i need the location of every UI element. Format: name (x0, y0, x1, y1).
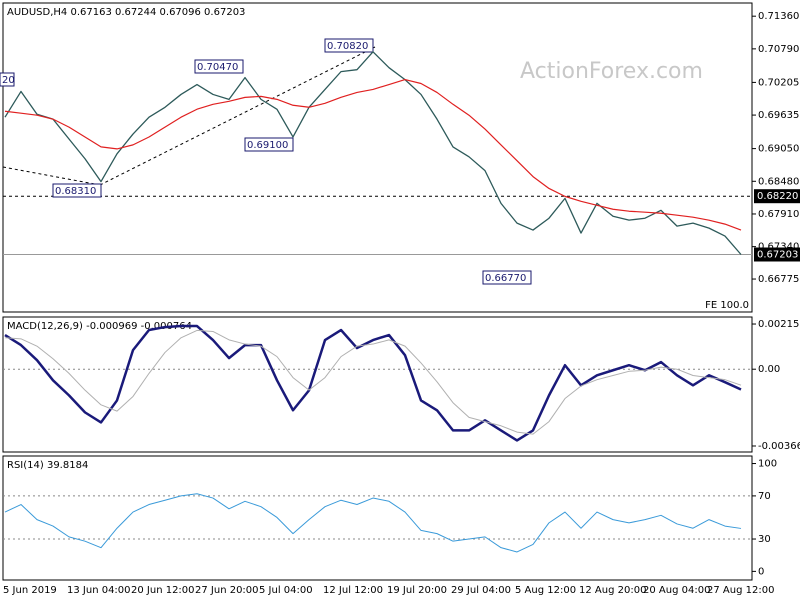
panel-title: AUDUSD,H4 0.67163 0.67244 0.67096 0.6720… (7, 7, 245, 18)
price-annotation: 0.66770 (485, 273, 526, 284)
panel-note: FE 100.0 (705, 300, 749, 311)
x-tick-label: 12 Jul 12:00 (323, 585, 383, 596)
price-annotation-box (0, 72, 15, 87)
series-line (4, 493, 742, 553)
y-tick-label: 70 (758, 491, 771, 502)
x-tick-label: 5 Jun 2019 (3, 585, 57, 596)
x-tick-label: 5 Aug 12:00 (515, 585, 576, 596)
y-tick-label: 0.69050 (758, 144, 799, 155)
watermark: ActionForex.com (520, 59, 703, 84)
series-line (4, 324, 742, 442)
x-tick-label: 20 Jun 12:00 (131, 585, 195, 596)
price-annotation-box (194, 59, 244, 74)
panel-title: MACD(12,26,9) -0.000969 -0.000764 (7, 321, 192, 332)
price-annotation: 0.70470 (197, 62, 238, 73)
price-annotation: 0.68310 (55, 186, 96, 197)
price-panel (2, 2, 753, 313)
level-label: 0.67203 (757, 249, 798, 260)
y-tick-label: 0.70790 (758, 44, 799, 55)
trend-line (2, 166, 101, 186)
price-annotation-box (52, 183, 102, 198)
price-annotation-box (324, 38, 374, 53)
series-line (4, 329, 742, 435)
level-tag (754, 189, 800, 204)
rsi-panel (2, 455, 753, 581)
x-tick-label: 5 Jul 04:00 (259, 585, 313, 596)
series-line (4, 51, 742, 255)
y-tick-label: 0.70205 (758, 77, 799, 88)
x-tick-label: 12 Aug 20:00 (579, 585, 646, 596)
x-tick-label: 27 Aug 12:00 (707, 585, 774, 596)
x-tick-label: 19 Jul 20:00 (387, 585, 447, 596)
price-annotation: 0.70820 (327, 41, 368, 52)
panel-title: RSI(14) 39.8184 (7, 460, 88, 471)
price-annotation-box (244, 137, 294, 152)
y-tick-label: 0.00 (758, 364, 780, 375)
x-tick-label: 13 Jun 04:00 (67, 585, 131, 596)
y-tick-label: 0.69635 (758, 110, 799, 121)
x-tick-label: 20 Aug 04:00 (643, 585, 710, 596)
y-tick-label: 0.68480 (758, 176, 799, 187)
level-tag (754, 247, 800, 262)
y-tick-label: 30 (758, 534, 771, 545)
y-tick-label: 0.66775 (758, 274, 799, 285)
x-tick-label: 29 Jul 04:00 (451, 585, 511, 596)
y-tick-label: -0.003664 (758, 441, 800, 452)
x-tick-label: 27 Jun 20:00 (195, 585, 259, 596)
y-tick-label: 100 (758, 459, 777, 470)
level-label: 0.68220 (757, 191, 798, 202)
y-tick-label: 0.002156 (758, 319, 800, 330)
y-tick-label: 0.67910 (758, 209, 799, 220)
y-tick-label: 0 (758, 566, 764, 577)
price-annotation-box (482, 270, 532, 285)
series-line (4, 78, 742, 231)
y-tick-label: 0.67340 (758, 242, 799, 253)
price-annotation: 0.69100 (247, 140, 288, 151)
macd-panel (2, 316, 753, 453)
y-tick-label: 0.71360 (758, 11, 799, 22)
price-annotation: 20 (2, 75, 15, 86)
